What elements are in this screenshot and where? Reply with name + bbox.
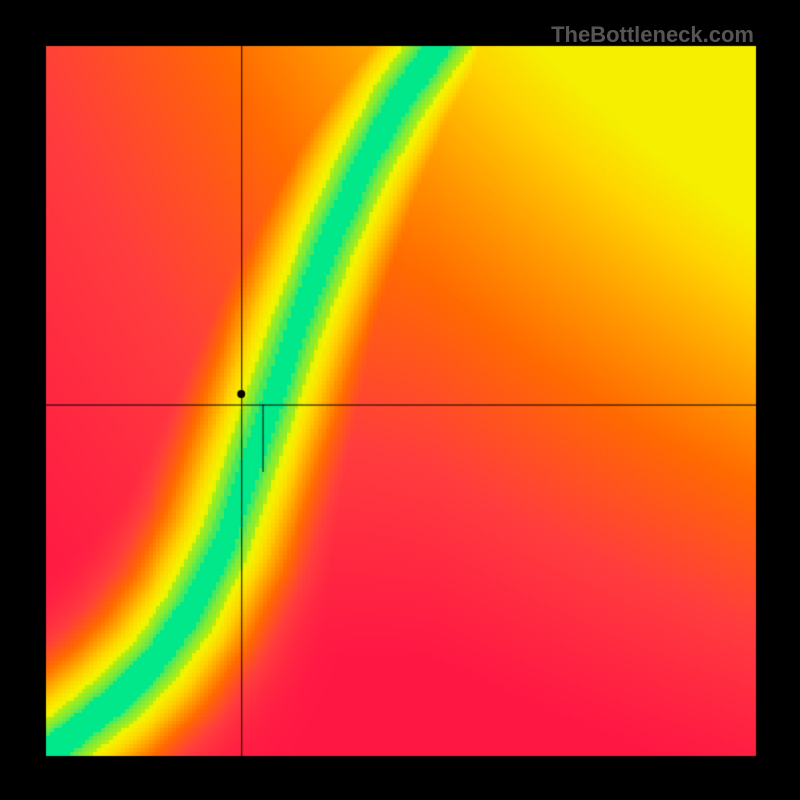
watermark-text: TheBottleneck.com <box>551 22 754 48</box>
chart-container: TheBottleneck.com <box>0 0 800 800</box>
heatmap-canvas <box>0 0 800 800</box>
